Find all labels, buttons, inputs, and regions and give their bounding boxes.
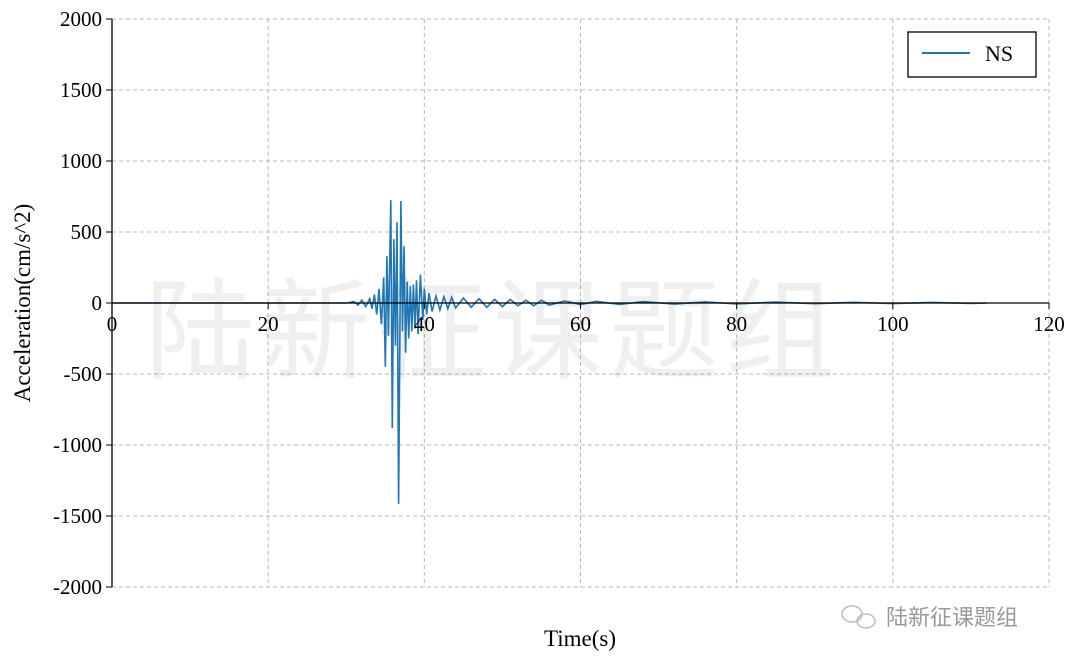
x-tick-label: 120: [1033, 312, 1065, 336]
legend: NS: [907, 31, 1037, 78]
x-tick-label: 100: [877, 312, 909, 336]
y-tick-label: -1000: [53, 433, 102, 457]
x-tick-label: 20: [258, 312, 279, 336]
y-axis-label: Acceleration(cm/s^2): [10, 204, 35, 403]
series-layer: [112, 200, 987, 504]
footer-watermark: 陆新征课题组: [841, 605, 1018, 631]
x-tick-label: 60: [570, 312, 591, 336]
x-tick-label: 0: [107, 312, 118, 336]
y-tick-label: 500: [71, 220, 103, 244]
x-ticks: 0 20 40 60 80 100 120: [107, 303, 1065, 336]
y-tick-label: 1000: [60, 149, 102, 173]
y-tick-label: 0: [92, 291, 103, 315]
x-tick-label: 40: [414, 312, 435, 336]
x-axis-label: Time(s): [544, 626, 616, 651]
wechat-icon: [841, 605, 876, 629]
legend-label: NS: [985, 41, 1013, 66]
legend-box: [907, 31, 1037, 78]
x-tick-label: 80: [726, 312, 747, 336]
footer-watermark-text: 陆新征课题组: [886, 606, 1018, 631]
y-tick-label: -1500: [53, 504, 102, 528]
y-tick-label: 2000: [60, 7, 102, 31]
y-tick-label: -500: [64, 362, 103, 386]
y-tick-label: 1500: [60, 78, 102, 102]
y-ticks: -2000 -1500 -1000 -500 0 500 1000 1500 2000: [53, 7, 112, 599]
watermark: 陆新征课题组: [145, 268, 841, 396]
series-line-NS: [112, 200, 987, 504]
y-tick-label: -2000: [53, 575, 102, 599]
